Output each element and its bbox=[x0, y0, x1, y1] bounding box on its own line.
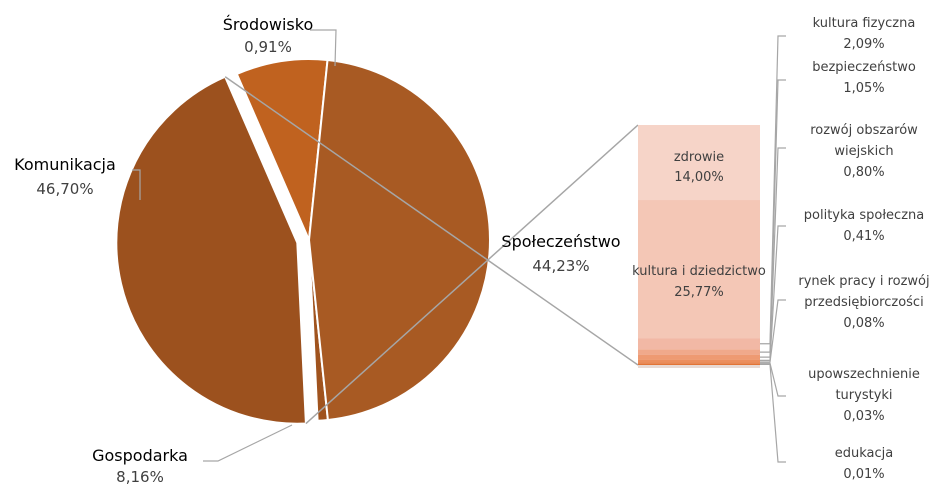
label-komunikacja-name: Komunikacja bbox=[14, 155, 116, 174]
connector-bottom bbox=[224, 76, 639, 366]
label-srodowisko-value: 0,91% bbox=[244, 38, 292, 56]
pie bbox=[115, 58, 491, 425]
leader-lines bbox=[132, 29, 786, 463]
label-gospodarka-name: Gospodarka bbox=[92, 446, 188, 465]
leader-rynek-pracy-i-rozwoj-przedsiebiorczosci bbox=[760, 299, 786, 363]
bar-shadow bbox=[638, 365, 760, 368]
bar-segment-rozwoj-obszarow-wiejskich bbox=[638, 354, 760, 360]
pie-slice-spoleczenstwo bbox=[115, 75, 307, 425]
side-label-edukacja-name: edukacja bbox=[835, 446, 893, 461]
side-label-kultura-fizyczna-value: 2,09% bbox=[843, 37, 884, 52]
side-label-turystyka-name-line2: turystyki bbox=[835, 388, 892, 403]
pie-slice-gospodarka bbox=[235, 58, 329, 244]
breakdown-bar bbox=[638, 125, 760, 368]
side-label-bezpieczenstwo-name: bezpieczeństwo bbox=[812, 60, 916, 75]
side-label-kultura-fizyczna-name: kultura fizyczna bbox=[813, 16, 916, 31]
label-srodowisko-name: Środowisko bbox=[223, 15, 313, 34]
bar-segment-upowszechnienie-turystyki bbox=[638, 362, 760, 364]
leader-bezpieczenstwo bbox=[760, 79, 786, 353]
label-spoleczenstwo-name: Społeczeństwo bbox=[501, 232, 620, 251]
side-label-polityka-name: polityka społeczna bbox=[804, 208, 924, 223]
side-label-turystyka-value: 0,03% bbox=[843, 409, 884, 424]
label-komunikacja-value: 46,70% bbox=[36, 180, 93, 198]
side-label-rozwoj-name-line2: wiejskich bbox=[834, 144, 893, 159]
leader-gospodarka bbox=[203, 424, 293, 462]
leader-srodowisko bbox=[310, 29, 337, 67]
pie-bar-connectors bbox=[224, 76, 639, 425]
bar-segment-polityka-spoleczna bbox=[638, 359, 760, 362]
bar-label-kultura-name: kultura i dziedzictwo bbox=[632, 264, 766, 279]
side-label-rynek-value: 0,08% bbox=[843, 316, 884, 331]
bar-segment-edukacja bbox=[638, 363, 760, 365]
side-label-rozwoj-value: 0,80% bbox=[843, 165, 884, 180]
connector-top bbox=[305, 124, 639, 425]
side-label-polityka-value: 0,41% bbox=[843, 229, 884, 244]
leader-upowszechnienie-turystyki bbox=[760, 362, 786, 397]
leader-rozwoj-obszarow-wiejskich bbox=[760, 147, 786, 358]
label-gospodarka-value: 8,16% bbox=[116, 468, 164, 484]
bar-segment-kultura-fizyczna bbox=[638, 338, 760, 350]
side-label-rynek-name-line1: rynek pracy i rozwój bbox=[798, 274, 929, 289]
leader-polityka-spoleczna bbox=[760, 225, 786, 361]
bar-segment-kultura-i-dziedzictwo bbox=[638, 200, 760, 339]
label-spoleczenstwo-value: 44,23% bbox=[532, 257, 589, 275]
bar-label-zdrowie-value: 14,00% bbox=[674, 170, 724, 185]
side-label-turystyka-name-line1: upowszechnienie bbox=[808, 367, 920, 382]
side-label-rozwoj-name-line1: rozwój obszarów bbox=[810, 123, 918, 138]
leader-edukacja bbox=[760, 363, 786, 463]
side-label-bezpieczenstwo-value: 1,05% bbox=[843, 81, 884, 96]
bar-segment-rynek-pracy-i-rozwoj-przedsiebiorczosci bbox=[638, 361, 760, 363]
bar-segment-zdrowie bbox=[638, 125, 760, 201]
bar-label-kultura-value: 25,77% bbox=[674, 285, 724, 300]
leader-komunikacja bbox=[132, 169, 141, 200]
bar-label-zdrowie-name: zdrowie bbox=[674, 150, 724, 165]
side-label-rynek-name-line2: przedsiębiorczości bbox=[804, 295, 923, 310]
leader-kultura-fizyczna bbox=[760, 35, 786, 345]
pie-slice-komunikacja bbox=[307, 58, 491, 422]
bar-segment-bezpieczenstwo bbox=[638, 349, 760, 355]
side-label-edukacja-value: 0,01% bbox=[843, 467, 884, 482]
